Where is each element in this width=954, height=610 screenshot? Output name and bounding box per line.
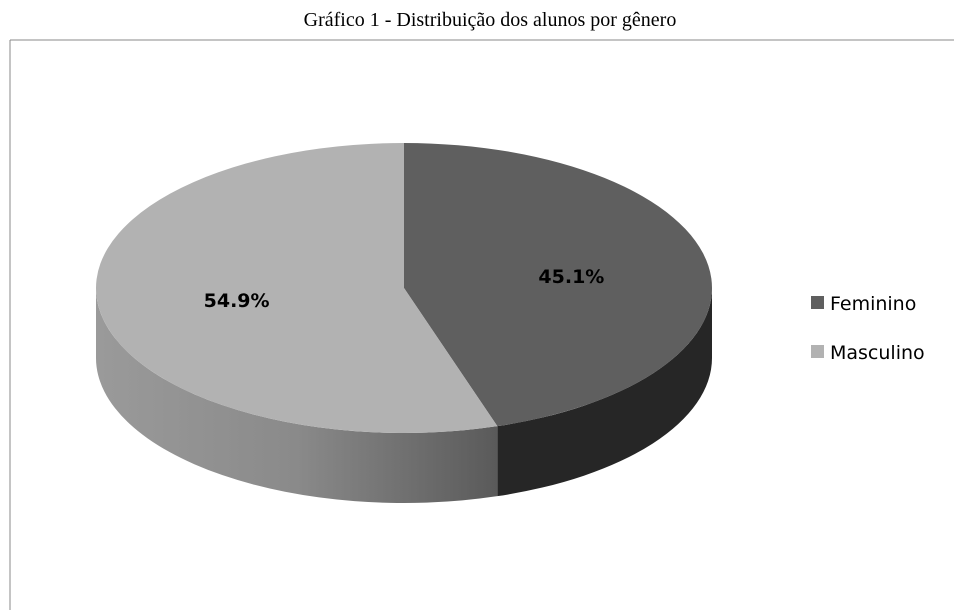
slice-side: [96, 288, 498, 503]
data-label: 45.1%: [538, 266, 604, 288]
legend-label: Masculino: [830, 342, 925, 364]
slice: [404, 143, 713, 427]
slice: [96, 143, 498, 433]
chart-title: Gráfico 1 - Distribuição dos alunos por …: [304, 9, 677, 31]
slice-side: [497, 288, 712, 497]
legend-label: Feminino: [830, 293, 916, 315]
legend-swatch: [811, 345, 824, 358]
legend-swatch: [811, 296, 824, 309]
data-label: 54.9%: [204, 290, 270, 312]
